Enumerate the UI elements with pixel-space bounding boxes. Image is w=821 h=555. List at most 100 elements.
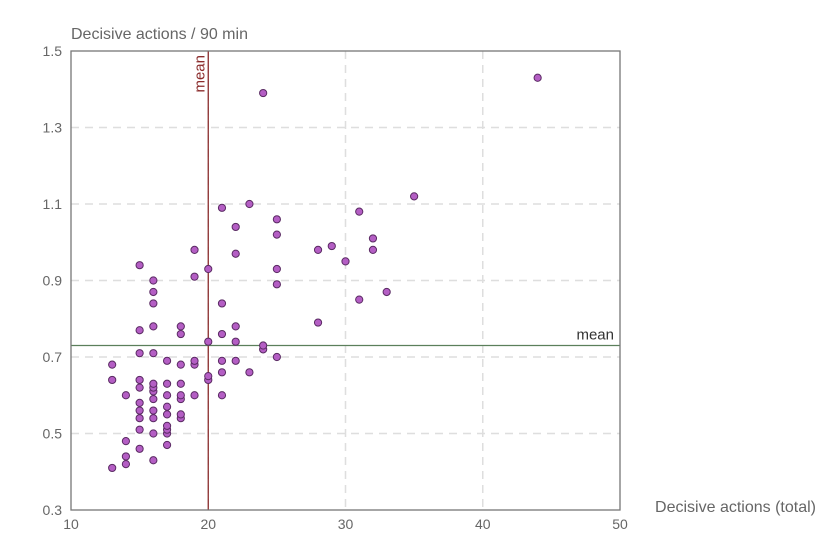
data-point <box>231 222 240 232</box>
y-tick-label: 0.3 <box>43 502 63 518</box>
data-point <box>162 440 172 450</box>
data-point <box>272 352 281 362</box>
data-point <box>272 230 281 239</box>
data-point <box>245 199 254 209</box>
data-point <box>135 349 144 358</box>
data-point <box>176 410 185 419</box>
data-point <box>162 356 172 365</box>
data-point <box>217 356 227 365</box>
data-point <box>245 368 254 377</box>
data-point <box>121 437 131 446</box>
data-point <box>135 383 144 392</box>
tick-labels: 0.3 0.5 0.7 0.9 1.1 1.3 1.5 10 20 30 40 50 <box>43 43 628 532</box>
x-tick-label: 20 <box>200 516 216 532</box>
data-point <box>368 245 378 254</box>
data-point <box>135 414 144 423</box>
data-point <box>108 463 117 473</box>
y-tick-label: 0.7 <box>43 349 63 365</box>
data-point <box>149 349 158 358</box>
data-point <box>204 337 213 346</box>
data-point <box>231 356 240 365</box>
data-point <box>272 215 281 224</box>
data-point <box>355 295 364 304</box>
data-point <box>217 299 227 308</box>
data-point <box>121 460 131 469</box>
y-axis-title: Decisive actions / 90 min <box>71 26 248 43</box>
data-point <box>121 391 131 400</box>
y-mean-label: mean <box>576 327 614 344</box>
data-point <box>231 337 240 346</box>
x-tick-label: 50 <box>612 516 628 532</box>
data-point <box>149 276 158 285</box>
data-point <box>217 203 227 212</box>
x-tick-label: 10 <box>63 516 79 532</box>
data-point <box>272 264 281 274</box>
data-point <box>135 261 144 270</box>
data-point <box>341 257 350 266</box>
data-point <box>162 402 172 411</box>
x-tick-label: 40 <box>475 516 491 532</box>
data-point <box>149 394 158 404</box>
data-point <box>190 245 199 254</box>
data-point <box>149 379 158 388</box>
data-point <box>135 425 144 434</box>
x-axis-title: Decisive actions (total) <box>655 499 816 516</box>
data-point <box>410 192 419 201</box>
data-point <box>135 406 144 415</box>
data-point <box>149 429 158 438</box>
data-point <box>121 452 131 461</box>
data-point <box>162 410 172 419</box>
data-point <box>313 245 323 254</box>
data-points <box>108 73 542 473</box>
data-point <box>368 234 378 243</box>
data-point <box>149 406 158 415</box>
x-mean-label: mean <box>191 55 208 93</box>
y-tick-label: 1.5 <box>43 43 63 59</box>
data-point <box>533 73 542 82</box>
y-tick-label: 1.3 <box>43 120 63 136</box>
data-point <box>272 280 281 289</box>
data-point <box>135 326 144 335</box>
data-point <box>162 379 172 388</box>
data-point <box>149 287 158 297</box>
data-point <box>135 398 144 407</box>
data-point <box>259 88 268 98</box>
data-point <box>176 329 185 339</box>
data-point <box>204 372 213 381</box>
x-tick-label: 30 <box>338 516 354 532</box>
y-tick-label: 1.1 <box>43 196 63 212</box>
data-point <box>149 456 158 465</box>
data-point <box>149 414 158 423</box>
data-point <box>217 391 227 400</box>
y-tick-label: 0.9 <box>43 273 63 289</box>
data-point <box>190 391 199 400</box>
data-point <box>176 360 185 369</box>
data-point <box>108 360 117 369</box>
plot-area-border <box>70 50 621 511</box>
data-point <box>313 318 323 327</box>
data-point <box>217 368 227 377</box>
data-point <box>231 249 240 258</box>
data-point <box>355 207 364 216</box>
mean-lines: mean mean <box>71 51 620 510</box>
data-point <box>176 322 185 331</box>
data-point <box>217 329 227 339</box>
data-point <box>190 272 199 281</box>
data-point <box>327 241 336 251</box>
data-point <box>108 375 117 385</box>
data-point <box>162 421 172 430</box>
data-point <box>382 287 391 297</box>
data-point <box>204 264 213 274</box>
y-tick-label: 0.5 <box>43 426 63 442</box>
data-point <box>190 356 199 365</box>
data-point <box>162 391 172 400</box>
data-point <box>135 375 144 385</box>
data-point <box>231 322 240 331</box>
data-point <box>135 444 144 453</box>
data-point <box>149 322 158 331</box>
data-point <box>176 379 185 388</box>
data-point <box>149 299 158 308</box>
data-point <box>259 341 268 350</box>
